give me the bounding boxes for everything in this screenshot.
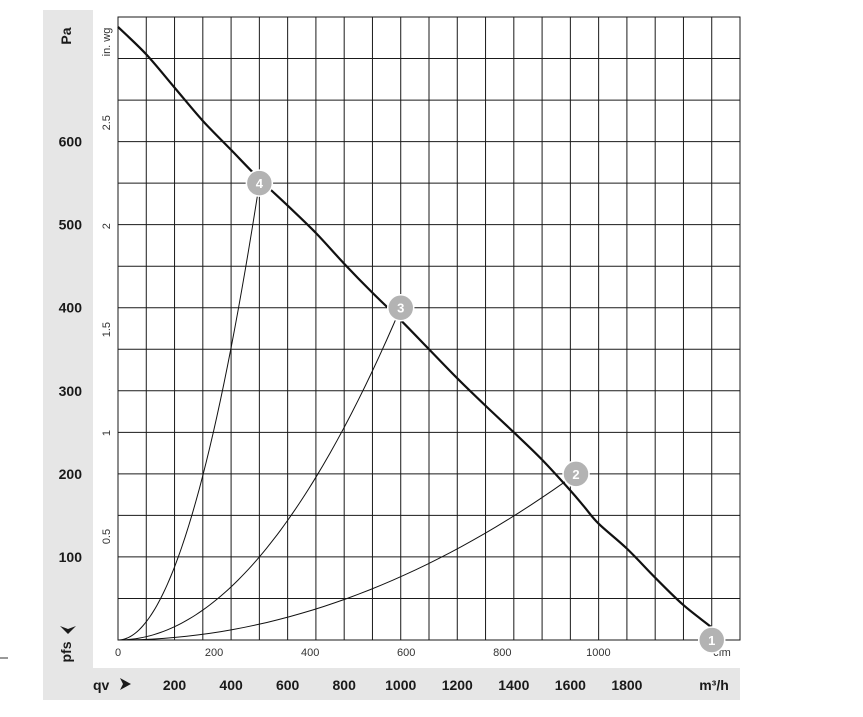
operating-point-4: 4: [245, 169, 274, 197]
x-bottom-tick-label: 600: [276, 677, 300, 693]
x-top-tick-label: 600: [397, 647, 415, 659]
y-left-tick-labels: 100 200 300 400 500 600: [59, 134, 83, 565]
x-bottom-symbol: qv: [93, 677, 131, 693]
operating-point-1: 1: [697, 626, 726, 654]
operating-point-2: 2: [562, 460, 590, 488]
x-bottom-tick-label: 1800: [611, 677, 642, 693]
fan-curve: [117, 26, 722, 637]
operating-point-circle: [245, 169, 274, 197]
y-left-unit: Pa: [58, 27, 74, 44]
x-top-tick-label: 400: [301, 647, 319, 659]
x-bottom-tick-label: 1200: [442, 677, 473, 693]
operating-point-label: 3: [397, 301, 404, 316]
y-right-tick-labels: 0.5 1 1.5 2 2.5: [101, 115, 113, 544]
y-left-tick-label: 400: [59, 300, 83, 316]
y-right-unit: in. wg: [101, 28, 113, 57]
operating-point-circle: [386, 293, 415, 322]
x-top-tick-label: 0: [115, 647, 121, 659]
y-right-tick-label: 0.5: [101, 529, 113, 544]
y-left-tick-label: 100: [59, 549, 83, 565]
operating-point-label: 1: [708, 633, 715, 648]
y-right-tick-label: 2: [101, 223, 113, 229]
operating-point-circle: [697, 626, 726, 654]
y-left-tick-label: 300: [59, 383, 83, 399]
system-curve-4: [117, 183, 260, 641]
x-bottom-tick-labels: 200 400 600 800 1000 1200 1400 1600 1800: [163, 677, 643, 693]
x-bottom-tick-label: 1400: [498, 677, 529, 693]
x-bottom-tick-label: 1600: [555, 677, 586, 693]
y-left-symbol-text: pfs: [58, 641, 74, 662]
y-right-tick-label: 1.5: [101, 322, 113, 337]
y-left-tick-label: 200: [59, 466, 83, 482]
y-left-symbol: pfs: [58, 626, 76, 663]
x-arrow-icon: [120, 678, 131, 690]
system-curves: [117, 183, 577, 641]
operating-point-circle: [562, 460, 590, 488]
y-left-tick-label: 600: [59, 134, 83, 150]
operating-points: 1 2 3 4: [245, 169, 726, 654]
y-arrow-icon: [60, 626, 76, 634]
y-left-tick-label: 500: [59, 217, 83, 233]
system-curve-3: [117, 307, 402, 641]
plot-grid: [118, 17, 740, 640]
left-axis-band: [43, 10, 93, 670]
x-bottom-tick-label: 800: [333, 677, 357, 693]
x-bottom-unit: m³/h: [699, 677, 729, 693]
plot-frame: [117, 16, 741, 641]
x-top-tick-labels: 0 200 400 600 800 1000: [115, 647, 611, 659]
x-top-tick-label: 200: [205, 647, 223, 659]
x-bottom-tick-label: 400: [219, 677, 243, 693]
x-bottom-symbol-text: qv: [93, 677, 110, 693]
y-right-tick-label: 2.5: [101, 115, 113, 130]
operating-point-label: 2: [572, 467, 579, 482]
operating-point-label: 4: [256, 176, 264, 191]
system-curve-2: [117, 473, 577, 641]
x-top-tick-label: 800: [493, 647, 511, 659]
x-bottom-tick-label: 200: [163, 677, 187, 693]
operating-point-3: 3: [386, 293, 415, 322]
x-top-tick-label: 1000: [586, 647, 610, 659]
x-bottom-tick-label: 1000: [385, 677, 416, 693]
y-right-tick-label: 1: [101, 430, 113, 436]
bottom-axis-band: [43, 668, 740, 700]
